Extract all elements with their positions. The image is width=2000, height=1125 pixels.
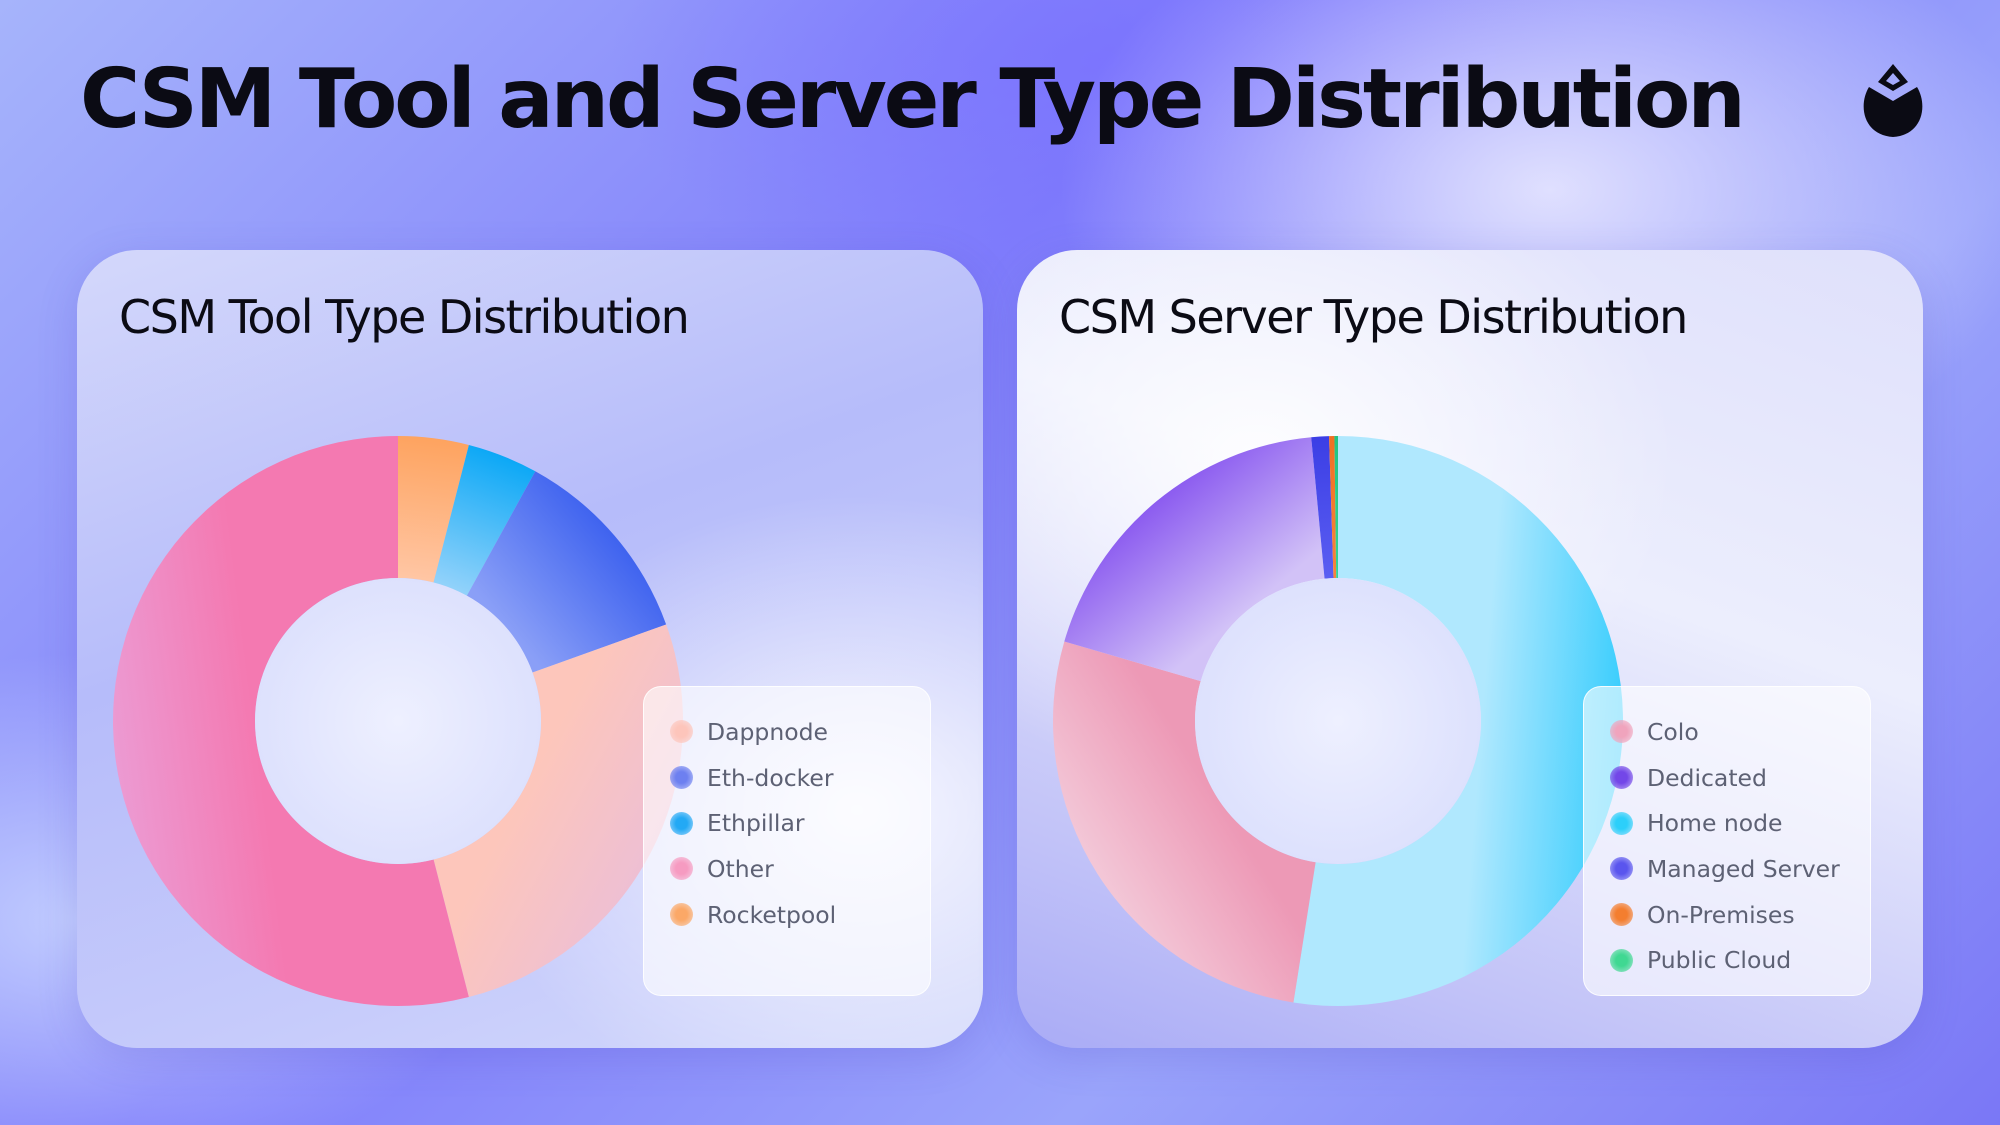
legend-label: Other: [707, 854, 774, 883]
legend-item-eth-docker[interactable]: Eth-docker: [644, 755, 930, 801]
legend-swatch: [1610, 948, 1633, 972]
slice-dappnode[interactable]: [433, 624, 683, 998]
slice-dedicated[interactable]: [1064, 437, 1325, 682]
legend-swatch: [670, 720, 693, 744]
legend-swatch: [670, 811, 693, 835]
legend-swatch: [1610, 811, 1633, 835]
slice-colo[interactable]: [1053, 641, 1316, 1003]
tool-type-donut-chart: [113, 436, 683, 1006]
legend-item-colo[interactable]: Colo: [1584, 709, 1870, 755]
slice-managed-server[interactable]: [1311, 436, 1334, 579]
legend-label: Managed Server: [1647, 854, 1840, 883]
slice-ethpillar[interactable]: [433, 444, 536, 596]
legend-label: Public Cloud: [1647, 946, 1792, 975]
lido-drop-icon: [1863, 64, 1923, 137]
legend-item-public-cloud[interactable]: Public Cloud: [1584, 937, 1870, 983]
legend-label: Dedicated: [1647, 763, 1767, 792]
donut-hole: [255, 578, 541, 864]
legend-label: Dappnode: [707, 717, 828, 746]
legend-label: Ethpillar: [707, 809, 805, 838]
legend-item-other[interactable]: Other: [644, 846, 930, 892]
legend-swatch: [670, 857, 693, 881]
legend-label: Rocketpool: [707, 900, 837, 929]
legend-swatch: [1610, 903, 1633, 927]
legend-swatch: [1610, 720, 1633, 744]
slice-rocketpool[interactable]: [398, 436, 469, 583]
tool-type-chart-title: CSM Tool Type Distribution: [119, 290, 690, 344]
server-type-chart-title: CSM Server Type Distribution: [1059, 290, 1688, 344]
legend-swatch: [1610, 766, 1633, 790]
legend-item-rocketpool[interactable]: Rocketpool: [644, 892, 930, 938]
donut-hole: [1195, 578, 1481, 864]
legend-label: Colo: [1647, 717, 1699, 746]
legend-label: Home node: [1647, 809, 1783, 838]
tool-type-card: CSM Tool Type Distribution Dappnode Eth-d…: [77, 250, 983, 1048]
legend-item-dedicated[interactable]: Dedicated: [1584, 755, 1870, 801]
server-type-legend: Colo Dedicated Home node Managed Server On-P…: [1583, 686, 1871, 996]
legend-label: Eth-docker: [707, 763, 834, 792]
legend-swatch: [670, 903, 693, 927]
legend-item-managed-server[interactable]: Managed Server: [1584, 846, 1870, 892]
legend-item-on-premises[interactable]: On-Premises: [1584, 892, 1870, 938]
slice-eth-docker[interactable]: [466, 471, 667, 673]
slice-public-cloud[interactable]: [1334, 436, 1338, 579]
legend-item-ethpillar[interactable]: Ethpillar: [644, 800, 930, 846]
legend-item-dappnode[interactable]: Dappnode: [644, 709, 930, 755]
page-title: CSM Tool and Server Type Distribution: [80, 52, 1746, 147]
tool-type-legend: Dappnode Eth-docker Ethpillar Other Rocketpo…: [643, 686, 931, 996]
legend-label: On-Premises: [1647, 900, 1795, 929]
server-type-donut-chart: [1053, 436, 1623, 1006]
legend-item-home-node[interactable]: Home node: [1584, 800, 1870, 846]
slice-other[interactable]: [113, 436, 469, 1006]
slice-on-premises[interactable]: [1329, 436, 1337, 579]
server-type-card: CSM Server Type Distribution Colo Dedicat…: [1017, 250, 1923, 1048]
legend-swatch: [1610, 857, 1633, 881]
slice-home-node[interactable]: [1293, 436, 1623, 1006]
legend-swatch: [670, 766, 693, 790]
